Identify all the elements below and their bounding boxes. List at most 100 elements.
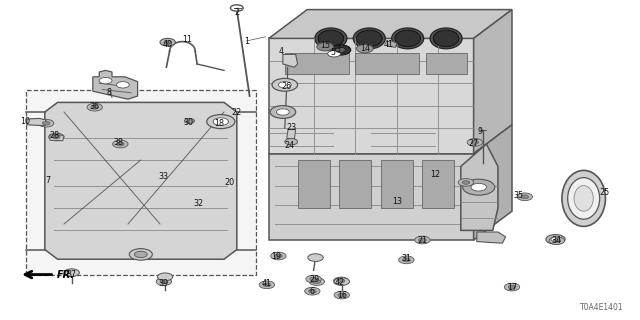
Polygon shape xyxy=(298,160,330,208)
Text: 28: 28 xyxy=(49,132,60,140)
Circle shape xyxy=(308,289,316,293)
Circle shape xyxy=(467,139,483,146)
Text: 31: 31 xyxy=(401,254,412,263)
Polygon shape xyxy=(269,10,512,38)
Text: 26: 26 xyxy=(282,82,292,91)
Polygon shape xyxy=(27,118,46,126)
Ellipse shape xyxy=(562,170,605,227)
Circle shape xyxy=(278,82,291,88)
Circle shape xyxy=(334,291,349,299)
Circle shape xyxy=(508,285,516,289)
Ellipse shape xyxy=(392,28,424,49)
Circle shape xyxy=(259,281,275,289)
Circle shape xyxy=(415,236,430,244)
Text: 13: 13 xyxy=(392,197,402,206)
Circle shape xyxy=(113,140,128,148)
Polygon shape xyxy=(287,130,296,139)
Circle shape xyxy=(306,275,321,283)
Text: 18: 18 xyxy=(214,119,224,128)
Circle shape xyxy=(276,109,289,115)
Text: 41: 41 xyxy=(261,279,271,288)
Circle shape xyxy=(207,115,235,129)
Text: 9: 9 xyxy=(477,127,483,136)
Ellipse shape xyxy=(433,30,459,47)
Text: 5: 5 xyxy=(330,48,335,57)
Text: 37: 37 xyxy=(67,270,77,279)
Circle shape xyxy=(160,280,168,284)
Circle shape xyxy=(87,103,102,111)
Text: 23: 23 xyxy=(286,124,296,132)
Circle shape xyxy=(463,179,495,195)
Text: 14: 14 xyxy=(360,44,370,53)
Circle shape xyxy=(334,278,349,285)
Circle shape xyxy=(157,273,173,281)
Text: 24: 24 xyxy=(284,141,294,150)
Text: 12: 12 xyxy=(430,170,440,179)
Text: 25: 25 xyxy=(600,188,610,197)
Text: 30: 30 xyxy=(184,118,194,127)
Circle shape xyxy=(285,139,298,145)
Text: 17: 17 xyxy=(507,284,517,292)
Text: 32: 32 xyxy=(193,199,204,208)
Text: 39: 39 xyxy=(158,279,168,288)
Text: 29: 29 xyxy=(310,276,320,284)
Ellipse shape xyxy=(395,30,420,47)
Circle shape xyxy=(42,121,50,125)
Circle shape xyxy=(309,278,324,285)
Circle shape xyxy=(471,183,486,191)
Polygon shape xyxy=(461,144,498,230)
Circle shape xyxy=(458,179,474,186)
Circle shape xyxy=(333,277,349,285)
Ellipse shape xyxy=(353,28,385,49)
Circle shape xyxy=(52,135,60,139)
Polygon shape xyxy=(474,125,512,240)
Text: 22: 22 xyxy=(232,108,242,117)
Text: 11: 11 xyxy=(182,36,192,44)
Circle shape xyxy=(156,278,172,285)
Text: 41: 41 xyxy=(384,40,394,49)
Text: 34: 34 xyxy=(552,236,562,245)
Circle shape xyxy=(471,140,479,144)
Circle shape xyxy=(116,142,124,146)
Circle shape xyxy=(356,44,373,53)
Text: 16: 16 xyxy=(337,292,347,300)
Polygon shape xyxy=(381,160,413,208)
Circle shape xyxy=(129,249,152,260)
Ellipse shape xyxy=(356,30,382,47)
Circle shape xyxy=(549,237,564,244)
Polygon shape xyxy=(422,160,454,208)
Text: 21: 21 xyxy=(417,236,428,245)
Circle shape xyxy=(403,258,410,262)
Circle shape xyxy=(399,256,414,264)
Circle shape xyxy=(275,254,282,258)
Circle shape xyxy=(91,105,99,109)
Circle shape xyxy=(164,40,172,44)
Text: T0A4E1401: T0A4E1401 xyxy=(580,303,624,312)
Circle shape xyxy=(263,283,271,287)
Circle shape xyxy=(335,47,346,52)
Text: 10: 10 xyxy=(20,117,31,126)
Circle shape xyxy=(338,293,346,297)
Text: 19: 19 xyxy=(271,252,282,261)
Text: 3: 3 xyxy=(335,45,340,54)
Circle shape xyxy=(551,237,560,242)
Circle shape xyxy=(99,77,112,84)
Polygon shape xyxy=(93,70,138,99)
Polygon shape xyxy=(269,38,474,154)
Circle shape xyxy=(313,280,321,284)
Circle shape xyxy=(64,269,79,276)
Text: 20: 20 xyxy=(224,178,234,187)
Text: 2: 2 xyxy=(234,8,239,17)
Polygon shape xyxy=(50,134,64,141)
Polygon shape xyxy=(426,53,467,74)
Circle shape xyxy=(116,82,129,88)
Ellipse shape xyxy=(568,178,600,219)
Circle shape xyxy=(517,193,532,201)
Circle shape xyxy=(49,133,64,141)
Text: 36: 36 xyxy=(90,102,100,111)
Circle shape xyxy=(462,180,470,184)
Circle shape xyxy=(184,118,195,124)
Text: 4: 4 xyxy=(279,47,284,56)
Text: 15: 15 xyxy=(320,41,330,50)
Circle shape xyxy=(308,254,323,261)
